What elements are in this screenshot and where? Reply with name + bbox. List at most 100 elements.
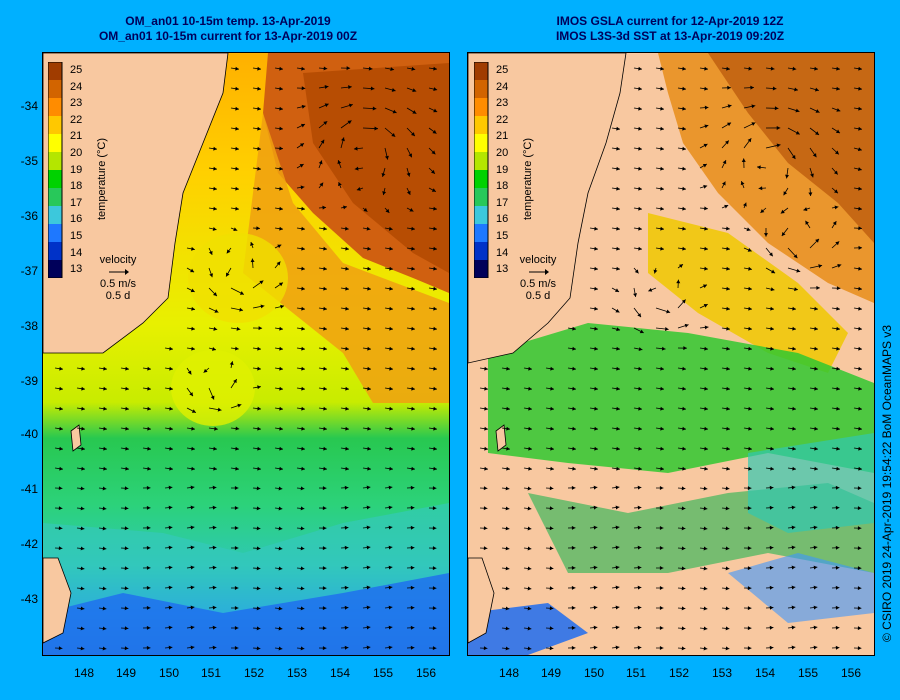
current-vector-head <box>769 525 774 530</box>
lon-tick-label: 149 <box>540 666 562 680</box>
current-vector-head <box>191 446 195 451</box>
current-vector-head <box>794 287 798 292</box>
current-vector-head <box>366 485 371 490</box>
current-vector-head <box>722 181 726 186</box>
left-sst-map[interactable] <box>42 52 450 656</box>
current-vector-head <box>372 106 377 111</box>
current-vector-head <box>682 106 686 111</box>
current-vector-head <box>210 395 215 400</box>
right-sst-map[interactable] <box>467 52 875 656</box>
current-vector-head <box>659 565 664 570</box>
current-vector-head <box>81 366 85 371</box>
current-vector-head <box>506 466 510 471</box>
current-vector-head <box>406 190 411 195</box>
current-vector-head <box>344 525 349 530</box>
current-vector-head <box>278 586 283 591</box>
colorbar-swatch <box>474 62 488 81</box>
colorbar-swatch <box>48 80 62 99</box>
current-vector-head <box>483 486 488 491</box>
current-vector-head <box>347 120 352 125</box>
current-vector-head <box>367 326 371 331</box>
current-vector-head <box>770 326 774 331</box>
colorbar-tick: 17 <box>70 196 83 209</box>
current-vector-head <box>726 346 730 351</box>
current-vector-head <box>124 606 129 611</box>
current-vector-head <box>276 261 281 266</box>
current-vector-head <box>323 246 327 251</box>
current-vector-head <box>594 386 598 391</box>
current-vector-head <box>858 326 862 331</box>
current-vector-head <box>410 565 415 570</box>
current-vector-head <box>747 566 752 571</box>
current-vector-head <box>278 626 283 631</box>
current-vector-head <box>758 186 763 191</box>
current-vector-head <box>549 546 554 551</box>
right-green-region <box>488 323 874 473</box>
lon-tick-label: 152 <box>668 666 690 680</box>
current-vector-head <box>147 366 151 371</box>
current-vector-head <box>836 326 840 331</box>
colorbar-swatch <box>474 116 488 135</box>
lat-tick-label: -37 <box>20 264 38 278</box>
current-vector-head <box>770 386 774 391</box>
current-vector-head <box>301 266 305 271</box>
current-vector-head <box>80 586 85 591</box>
current-vector-head <box>858 346 862 351</box>
current-vector-head <box>234 645 239 650</box>
current-vector-head <box>300 646 305 651</box>
current-vector-head <box>344 605 349 610</box>
current-vector-head <box>836 66 840 71</box>
current-vector-head <box>389 286 393 291</box>
current-vector-head <box>770 66 775 71</box>
current-vector-head <box>616 226 620 231</box>
current-vector-head <box>234 485 239 490</box>
velocity-legend-speed: 0.5 m/s <box>99 278 137 290</box>
current-vector-head <box>301 246 305 251</box>
current-vector-head <box>836 366 840 371</box>
current-vector-head <box>190 505 195 510</box>
current-vector-head <box>279 426 283 431</box>
current-vector-head <box>235 346 239 351</box>
current-vector-head <box>411 286 415 291</box>
current-vector-head <box>660 446 664 451</box>
current-vector-head <box>549 506 554 511</box>
current-vector-head <box>367 306 371 311</box>
current-vector-head <box>747 138 752 143</box>
left-panel-title: OM_an01 10-15m temp. 13-Apr-2019 OM_an01… <box>18 14 438 44</box>
current-vector-head <box>319 182 324 187</box>
current-vector-head <box>527 606 532 611</box>
current-vector-head <box>769 545 774 550</box>
current-vector-head <box>858 386 862 391</box>
current-vector-head <box>835 129 840 134</box>
current-vector-head <box>549 646 554 651</box>
current-vector-head <box>857 566 862 571</box>
current-vector-head <box>727 122 732 127</box>
current-vector-head <box>792 66 797 71</box>
current-vector-head <box>256 486 261 491</box>
left-orange-band <box>243 113 449 403</box>
current-vector-head <box>682 386 686 391</box>
lat-tick-label: -34 <box>20 99 38 113</box>
current-vector-head <box>594 286 598 291</box>
current-vector-head <box>59 386 63 391</box>
current-vector-head <box>385 208 390 213</box>
current-vector-head <box>484 426 488 431</box>
current-vector-head <box>836 466 840 471</box>
current-vector-head <box>409 208 414 212</box>
current-vector-head <box>702 284 707 289</box>
current-vector-head <box>505 546 510 551</box>
lat-tick-label: -35 <box>20 154 38 168</box>
right-title-line2: IMOS L3S-3d SST at 13-Apr-2019 09:20Z <box>555 29 785 43</box>
current-vector-head <box>836 426 840 431</box>
current-vector-head <box>505 606 510 611</box>
current-vector-head <box>382 191 387 196</box>
current-vector-head <box>637 485 642 490</box>
current-vector-head <box>432 129 437 134</box>
current-vector-head <box>681 486 686 491</box>
current-vector-head <box>703 566 708 571</box>
current-vector-head <box>323 286 327 291</box>
left-cold-region <box>43 573 449 655</box>
current-vector-head <box>80 646 85 651</box>
current-vector-head <box>505 506 510 511</box>
current-vector-head <box>616 126 620 131</box>
